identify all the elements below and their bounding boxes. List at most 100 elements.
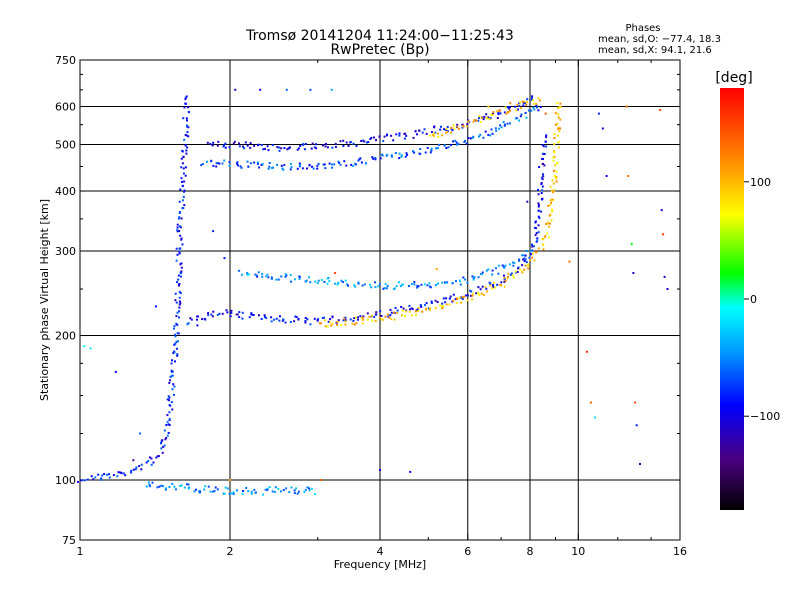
trace-0-point — [100, 478, 103, 481]
trace-6-point — [473, 118, 476, 121]
trace-1-point — [542, 145, 545, 148]
trace-1-point — [323, 316, 326, 319]
trace-5-point — [532, 252, 534, 255]
y-axis-label: Stationary phase Virtual Height [km] — [38, 199, 51, 401]
trace-2-point — [530, 109, 533, 112]
trace-7-point — [230, 492, 233, 495]
trace-6-point — [433, 132, 436, 135]
trace-3-point — [228, 146, 231, 149]
trace-2-point — [365, 162, 368, 165]
trace-3-point — [403, 137, 406, 140]
trace-1-point — [270, 316, 273, 319]
trace-4-point — [445, 281, 448, 284]
trace-1-point — [210, 313, 213, 316]
trace-1-point — [528, 256, 531, 259]
trace-3-point — [518, 104, 521, 107]
trace-0-point — [182, 207, 185, 210]
trace-5-point — [515, 270, 517, 273]
trace-3-point — [299, 145, 302, 147]
trace-5-point — [553, 137, 556, 140]
trace-3-point — [482, 118, 485, 121]
trace-5-point — [547, 221, 550, 224]
trace-6-point — [458, 128, 460, 130]
trace-0-point — [170, 362, 173, 365]
trace-7-point — [279, 490, 282, 493]
trace-3-point — [280, 147, 283, 150]
trace-1-point — [488, 281, 491, 284]
trace-4-point — [320, 279, 323, 282]
trace-1-point — [218, 312, 221, 315]
trace-1-point — [430, 301, 433, 304]
trace-0-point — [184, 144, 187, 147]
trace-5-point — [421, 310, 424, 313]
trace-0-point — [172, 383, 175, 386]
trace-0-point — [178, 310, 180, 313]
trace-5-point — [557, 113, 560, 116]
trace-1-point — [278, 319, 281, 322]
trace-2-point — [345, 164, 348, 167]
trace-4-point — [256, 275, 259, 278]
trace-1-point — [470, 290, 473, 293]
trace-4-point — [509, 263, 511, 266]
trace-2-point — [405, 152, 408, 155]
trace-2-point — [212, 164, 215, 167]
trace-0-point — [173, 325, 176, 327]
trace-0-point — [168, 424, 171, 427]
trace-3-point — [451, 129, 454, 132]
trace-6-point — [445, 127, 448, 130]
trace-2-point — [306, 167, 308, 170]
trace-4-point — [518, 258, 521, 261]
trace-0-point — [178, 291, 181, 293]
trace-7-point — [203, 488, 206, 491]
trace-3-point — [456, 123, 459, 126]
trace-2-point — [525, 116, 528, 119]
scatter-point — [593, 416, 596, 419]
trace-3-point — [421, 131, 424, 134]
trace-7-point — [266, 487, 269, 490]
trace-2-point — [217, 162, 220, 165]
trace-2-point — [253, 161, 256, 164]
trace-2-point — [281, 167, 284, 170]
trace-5-point — [503, 276, 506, 279]
trace-1-point — [252, 314, 255, 316]
trace-1-point — [238, 311, 241, 314]
trace-5-point — [493, 281, 495, 284]
trace-5-point — [547, 204, 550, 207]
trace-2-point — [221, 162, 224, 165]
trace-4-point — [328, 280, 331, 283]
scatter-point — [509, 102, 512, 105]
trace-3-point — [339, 140, 342, 143]
trace-0-point — [168, 399, 170, 402]
trace-1-point — [537, 231, 540, 234]
scatter-point — [605, 175, 608, 177]
trace-5-point — [441, 307, 444, 309]
trace-1-point — [281, 319, 284, 322]
trace-1-point — [503, 274, 505, 277]
trace-3-point — [209, 142, 212, 145]
trace-5-point — [557, 126, 560, 129]
x-tick-label: 1 — [77, 545, 84, 558]
trace-0-point — [135, 466, 138, 469]
trace-3-point — [303, 148, 306, 151]
trace-1-point — [538, 217, 541, 220]
scatter-point — [83, 345, 86, 348]
trace-3-point — [345, 141, 348, 144]
trace-0-point — [161, 451, 164, 454]
trace-5-point — [559, 102, 562, 105]
trace-6-point — [533, 102, 536, 105]
trace-2-point — [464, 140, 466, 142]
trace-0-point — [124, 474, 127, 477]
trace-3-point — [403, 132, 406, 135]
trace-5-point — [393, 318, 396, 321]
trace-0-point — [92, 478, 95, 481]
trace-4-point — [466, 281, 469, 284]
trace-4-point — [267, 276, 270, 279]
trace-5-point — [380, 318, 383, 321]
trace-0-point — [186, 146, 189, 149]
trace-2-point — [358, 158, 361, 161]
trace-5-point — [434, 306, 437, 309]
trace-0-point — [83, 479, 86, 482]
trace-7-point — [271, 490, 274, 493]
trace-4-point — [497, 264, 500, 267]
trace-3-point — [466, 123, 469, 126]
